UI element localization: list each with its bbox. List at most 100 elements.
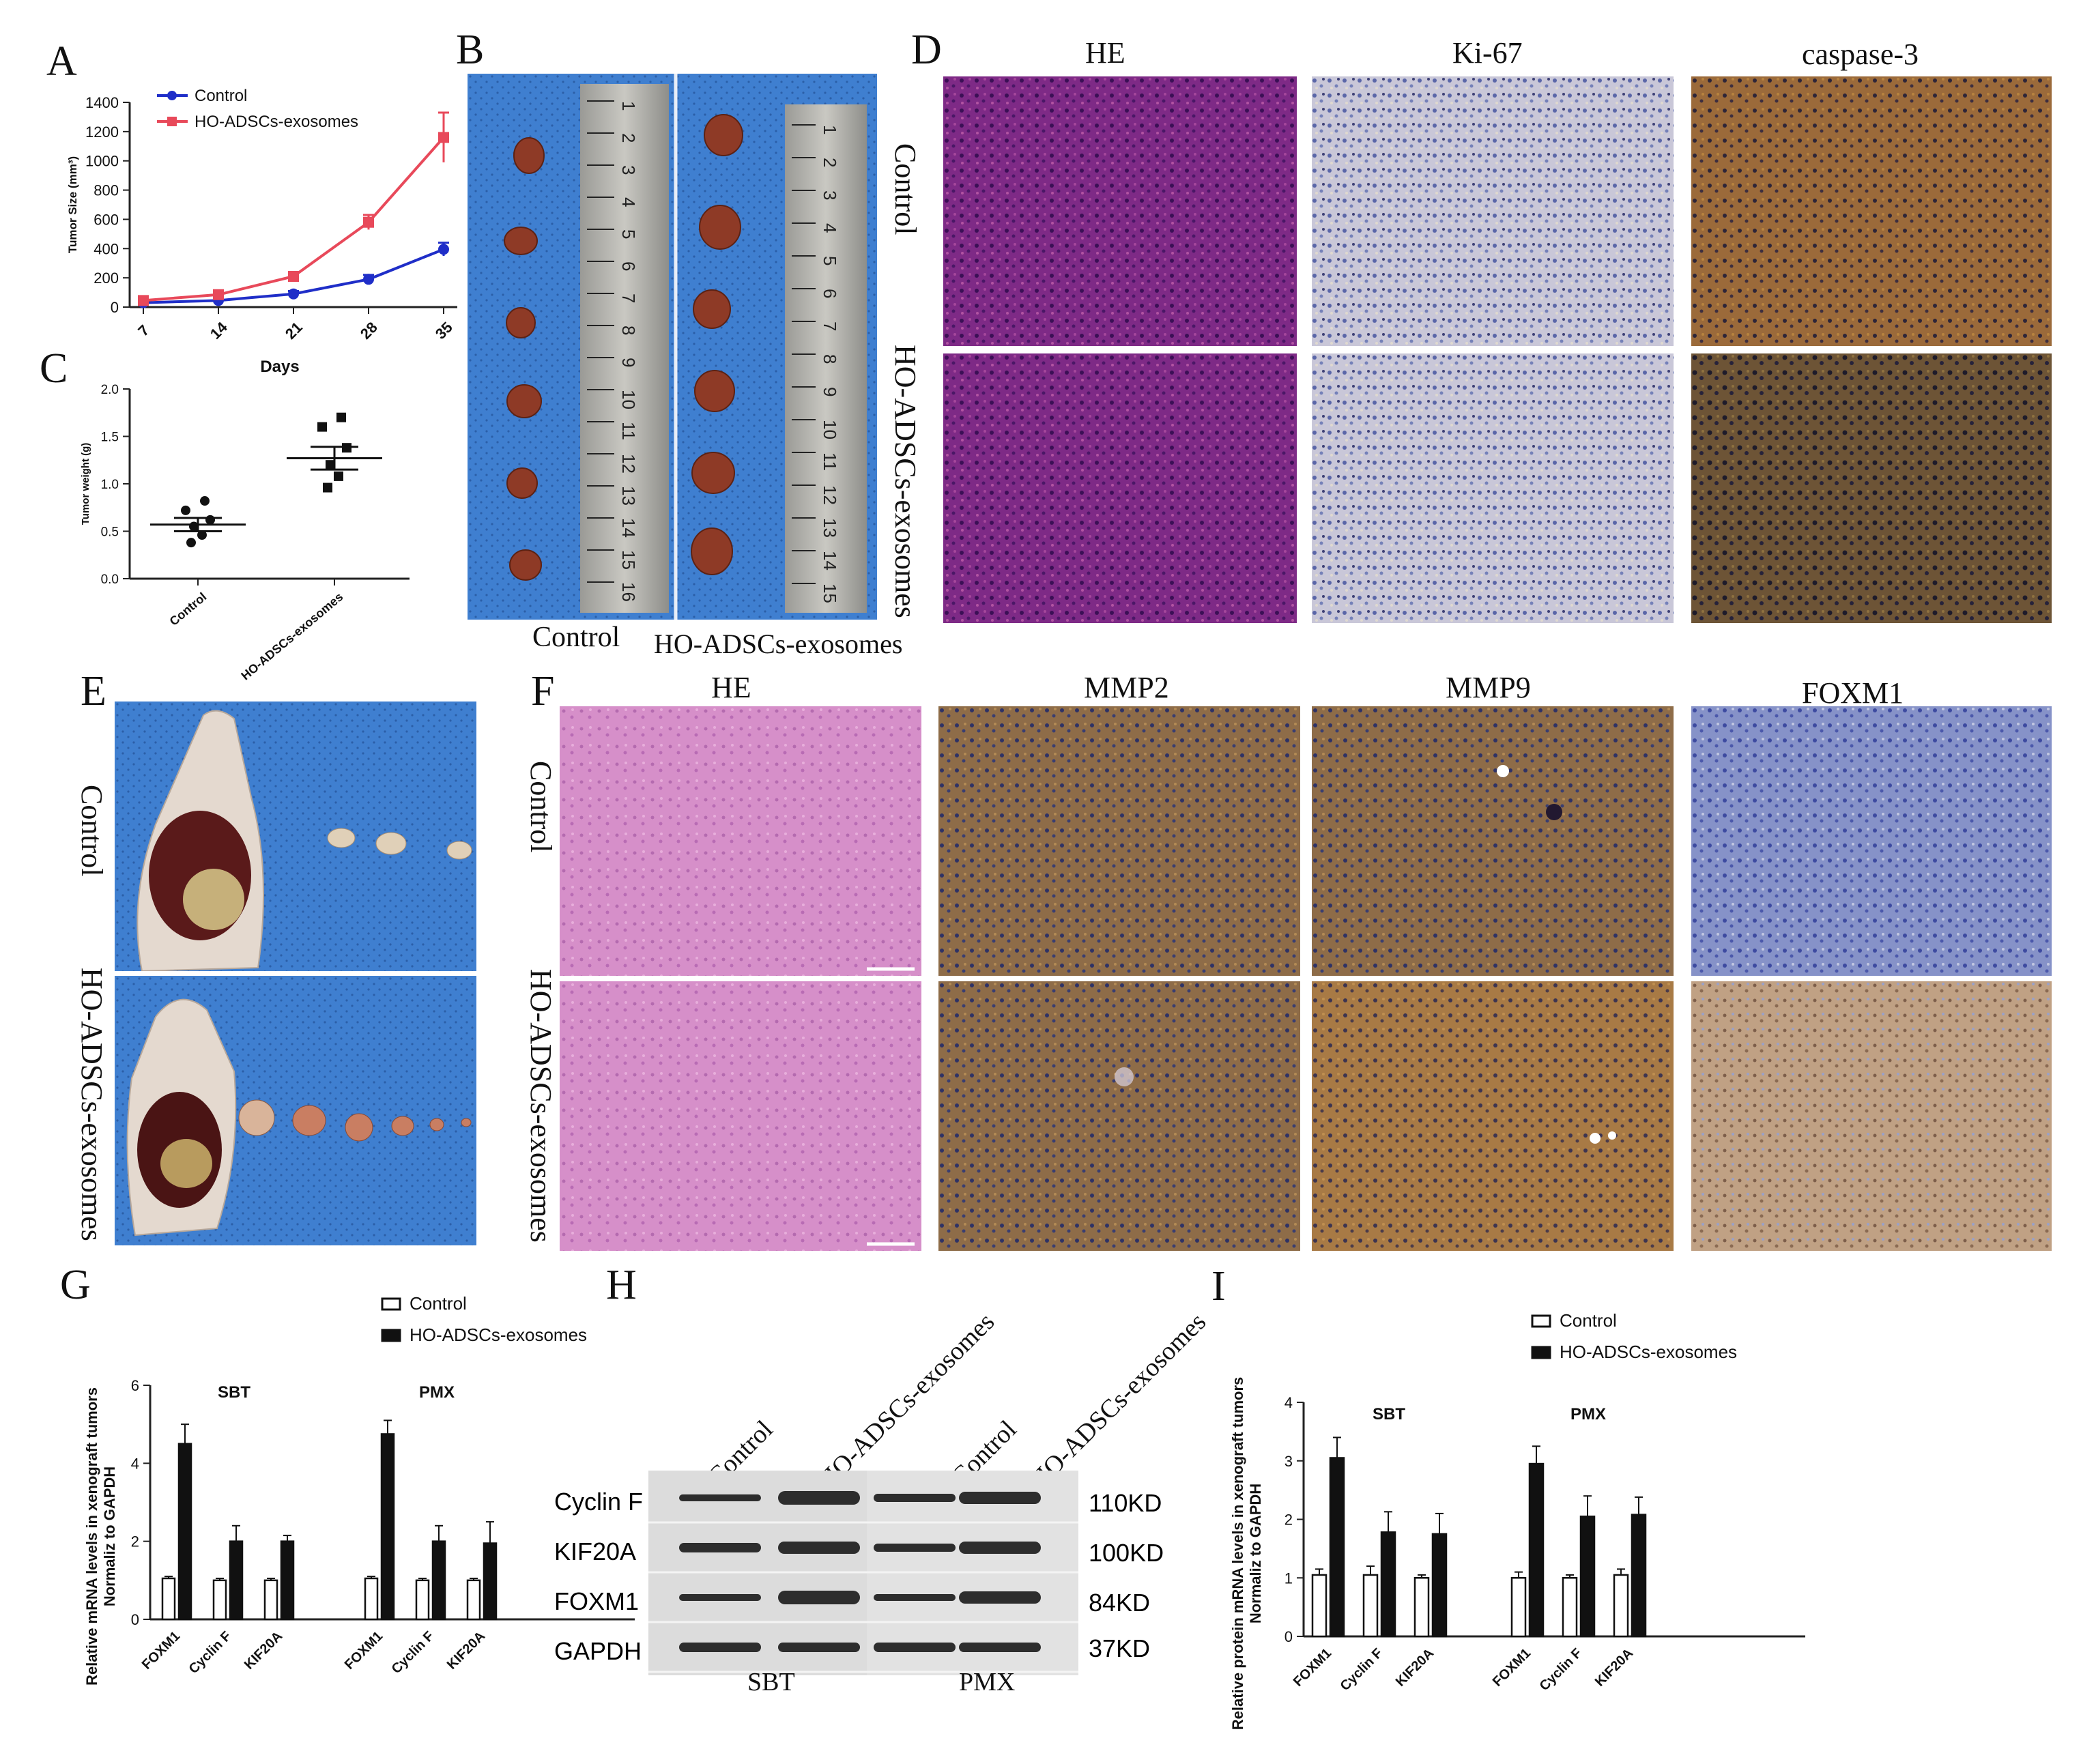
x-axis-title: Days [260,358,299,376]
x-tick-label: FOXM1 [1291,1646,1334,1690]
panel-label-c: C [40,345,68,392]
panel-d-caspase3-control [1691,76,2052,346]
ruler-number: 1 [820,125,840,134]
panel-b-tumor-photo: 1 2 3 4 5 6 7 8 9 10 11 12 13 14 15 16 1 2 3 4 5 6 7 8 9 10 11 12 1… [468,74,877,620]
panel-d-row-control: Control [889,143,922,235]
y-tick-label: 0 [131,1611,139,1628]
ruler-number: 2 [820,158,840,167]
bar [212,1579,227,1621]
blot-band [874,1643,956,1652]
bar [1528,1462,1545,1638]
data-point [186,538,196,548]
ruler-number: 12 [618,454,639,474]
y-tick-label: 600 [94,211,119,228]
panel-label-a: A [46,38,77,85]
x-tick-label: Cyclin F [186,1629,235,1677]
panel-h-group-pmx: PMX [959,1668,1016,1696]
panel-h-row-label: FOXM1 [554,1587,640,1615]
y-tick-label: 3 [1285,1453,1293,1470]
panel-h-row-label: GAPDH [554,1637,642,1665]
panel-c-scatter-chart: 0.0 0.5 1.0 1.5 2.0 Tumor weight (g) Control HO… [80,383,410,683]
data-point [317,422,327,432]
bar [1431,1533,1448,1638]
ruler-number: 11 [618,422,639,440]
panel-f-col-mmp9: MMP9 [1446,671,1531,704]
group-label: PMX [1570,1405,1606,1423]
x-tick-label: FOXM1 [139,1629,183,1673]
ruler-number: 8 [820,354,840,364]
x-tick-label: FOXM1 [342,1629,386,1673]
bar [1362,1574,1379,1638]
legend-swatch [1531,1314,1551,1328]
bar [1510,1577,1527,1638]
ruler-number: 10 [820,420,840,439]
legend-label: Control [410,1293,467,1314]
y-axis-title: Tumor weight (g) [80,443,91,525]
panel-d-col-he: HE [1085,36,1125,70]
panel-f-mmp9-exo [1312,981,1674,1251]
blot-band [874,1494,956,1502]
bar [1329,1457,1345,1638]
blot-band [959,1591,1041,1604]
x-tick-label: Cyclin F [1338,1646,1386,1694]
panel-d-he-control [943,76,1297,346]
panel-d-he-exo [943,353,1297,623]
panel-d-caspase3-exo [1691,353,2052,623]
ruler-number: 4 [618,197,639,207]
panel-f-row-control: Control [524,761,558,853]
panel-label-d: D [911,27,942,73]
data-point [288,288,299,300]
blot-band [679,1494,761,1501]
panel-e-mouse-photo-exo [115,976,476,1245]
ruler-number: 14 [618,518,639,538]
ruler-number: 15 [820,583,840,603]
data-point [181,505,190,515]
panel-h-size-label: 100KD [1089,1539,1164,1567]
data-point [205,515,215,525]
ruler-number: 6 [820,289,840,298]
x-tick-label: KIF20A [1393,1646,1437,1690]
x-tick-label: Control [167,590,210,628]
ruler-number: 8 [618,326,639,335]
data-point [197,530,207,540]
ruler-number: 10 [618,390,639,409]
legend-label: Control [1560,1310,1617,1331]
data-point [213,289,224,300]
legend-marker [167,91,177,100]
panel-a-line-chart: 0 200 400 600 800 1000 1200 1400 7 14 21 28 35 Days Tu… [66,87,457,376]
blot-band [679,1643,761,1652]
y-tick-label: 0.0 [101,573,119,587]
ruler-number: 5 [618,229,639,239]
y-tick-label: 200 [94,270,119,287]
legend-swatch [381,1329,401,1342]
x-tick-label: 7 [134,321,152,339]
ruler-number: 9 [820,387,840,396]
bar [364,1577,379,1621]
panel-d-col-ki67: Ki-67 [1452,36,1523,70]
y-tick-label: 0 [1285,1628,1293,1645]
data-point [363,274,374,285]
y-tick-label: 0 [111,299,119,316]
group-label: SBT [1373,1405,1405,1423]
blot-band [778,1542,860,1554]
bar [466,1579,481,1621]
bar [1579,1515,1596,1638]
y-axis-title: Relative mRNA levels in xenograft tumors [83,1387,100,1686]
data-point [438,244,449,255]
bar [483,1542,498,1621]
blot-band [959,1643,1041,1652]
bar [431,1540,446,1621]
panel-label-g: G [60,1262,91,1308]
ruler-number: 4 [820,223,840,233]
y-tick-label: 1400 [85,94,119,111]
bar [229,1540,244,1621]
group-label: SBT [218,1383,250,1402]
panel-f-col-he: HE [711,671,751,704]
bar [1413,1577,1430,1638]
bar [415,1579,430,1621]
panel-label-h: H [606,1262,637,1308]
panel-d-row-exo: HO-ADSCs-exosomes [889,345,922,618]
ruler-number: 3 [820,190,840,200]
panel-f-he-control [560,706,921,976]
y-tick-label: 400 [94,240,119,257]
